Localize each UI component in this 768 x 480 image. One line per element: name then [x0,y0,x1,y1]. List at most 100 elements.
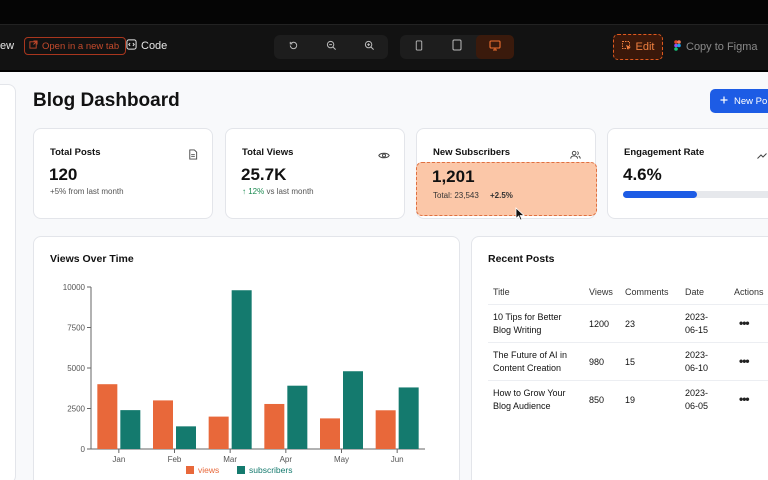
x-tick-label: Apr [280,455,293,464]
edit-button[interactable]: Edit [613,34,663,60]
x-tick-label: Jun [391,455,404,464]
subscribers-change: +2.5% [490,191,513,200]
total-views-label: Total Views [242,147,294,158]
zoom-out-button[interactable] [312,35,350,59]
engagement-progress-bar [623,191,768,198]
x-tick-label: May [334,455,349,464]
sidebar [0,84,16,480]
page-title: Blog Dashboard [33,90,180,111]
bar-views [153,400,173,449]
post-views: 1200 [589,319,610,329]
document-icon [188,147,198,165]
x-tick-label: Feb [168,455,182,464]
bar-subscribers [343,371,363,449]
view-tab-label[interactable]: ew [0,40,15,52]
column-header-title: Title [493,287,510,297]
total-posts-label: Total Posts [50,147,101,158]
subscribers-selection-highlight[interactable]: 1,201 Total: 23,543 +2.5% [416,162,597,216]
engagement-rate-label: Engagement Rate [624,147,705,158]
trend-icon [757,147,767,165]
row-divider [488,342,768,343]
copy-to-figma-label: Copy to Figma [686,41,758,53]
bar-subscribers [231,290,252,449]
code-label: Code [141,40,168,52]
y-tick-label: 7500 [67,324,85,333]
post-comments: 15 [625,357,636,367]
zoom-controls [274,35,388,59]
total-views-card: Total Views 25.7K ↑ 12% vs last month [225,128,405,219]
external-link-icon [29,40,38,52]
total-posts-change: +5% from last month [50,187,124,196]
bar-views [208,416,229,449]
recent-posts-title: Recent Posts [488,253,555,265]
preview-toolbar: ew Open in a new tab Code [0,24,768,70]
mouse-cursor-icon [515,207,526,226]
post-date: 2023- 06-10 [685,350,709,373]
post-date: 2023- 06-05 [685,388,709,411]
views-subscribers-chart: 0 2500 5000 7500 10000 Jan Feb Mar Apr May Jun view… [63,283,425,475]
total-views-value: 25.7K [241,165,287,184]
post-views: 850 [589,395,605,405]
tablet-view-button[interactable] [438,35,476,59]
recent-posts-card: Recent Posts Title Views Comments Date A… [471,236,768,480]
open-new-tab-label: Open in a new tab [42,40,120,52]
row-actions-button[interactable]: ••• [739,316,750,330]
mobile-icon [415,38,423,56]
new-post-label: New Po [734,95,768,107]
legend-label-views: views [198,465,219,475]
y-tick-label: 0 [81,445,86,454]
copy-to-figma-button[interactable]: Copy to Figma [674,40,758,54]
bar-subscribers [120,410,141,449]
x-tick-label: Jan [112,455,125,464]
device-switcher [400,35,514,59]
legend-label-subscribers: subscribers [249,465,292,475]
column-header-views: Views [589,287,613,297]
refresh-icon [288,38,299,56]
zoom-out-icon [326,38,337,56]
y-tick-label: 5000 [67,364,85,373]
bar-views [264,403,285,449]
chart-title: Views Over Time [50,253,134,265]
post-title[interactable]: How to Grow Your Blog Audience [493,388,566,411]
x-tick-label: Mar [223,455,237,464]
post-views: 980 [589,357,605,367]
row-actions-button[interactable]: ••• [739,354,750,368]
row-actions-button[interactable]: ••• [739,392,750,406]
views-change-percent: 12% [248,187,265,196]
post-title[interactable]: The Future of AI in Content Creation [493,350,568,373]
eye-icon [378,147,390,165]
bar-subscribers [398,387,419,449]
column-header-date: Date [685,287,705,297]
up-arrow-icon: ↑ [242,187,246,196]
code-button[interactable]: Code [126,39,167,53]
tablet-icon [452,38,462,56]
table-header-divider [488,304,768,305]
open-new-tab-button[interactable]: Open in a new tab [24,37,127,55]
engagement-rate-value: 4.6% [623,165,662,184]
window-top-band [0,0,768,24]
dashboard-canvas: Blog Dashboard New Po Total Posts 120 +5… [0,72,768,480]
edit-cursor-icon [621,40,632,54]
total-posts-value: 120 [49,165,78,184]
new-post-button[interactable]: New Po [710,89,768,113]
users-icon [570,147,581,165]
subscribers-total: Total: 23,543 [433,191,479,200]
engagement-rate-card: Engagement Rate 4.6% [607,128,768,219]
edit-label: Edit [635,41,655,53]
desktop-view-button[interactable] [476,35,514,59]
views-over-time-card: Views Over Time 0 2500 5000 7500 10000 Jan Feb… [33,236,460,480]
bar-views [375,410,396,449]
plus-icon [720,96,728,107]
engagement-progress-fill [623,191,697,198]
code-icon [126,39,137,53]
views-change-text: vs last month [266,187,314,196]
post-date: 2023- 06-15 [685,312,709,335]
post-title[interactable]: 10 Tips for Better Blog Writing [493,312,562,335]
zoom-in-button[interactable] [350,35,388,59]
refresh-button[interactable] [274,35,312,59]
bar-subscribers [176,426,196,449]
bar-views [320,418,340,449]
bar-views [97,384,118,449]
total-views-change: ↑ 12% vs last month [242,187,314,196]
mobile-view-button[interactable] [400,35,438,59]
